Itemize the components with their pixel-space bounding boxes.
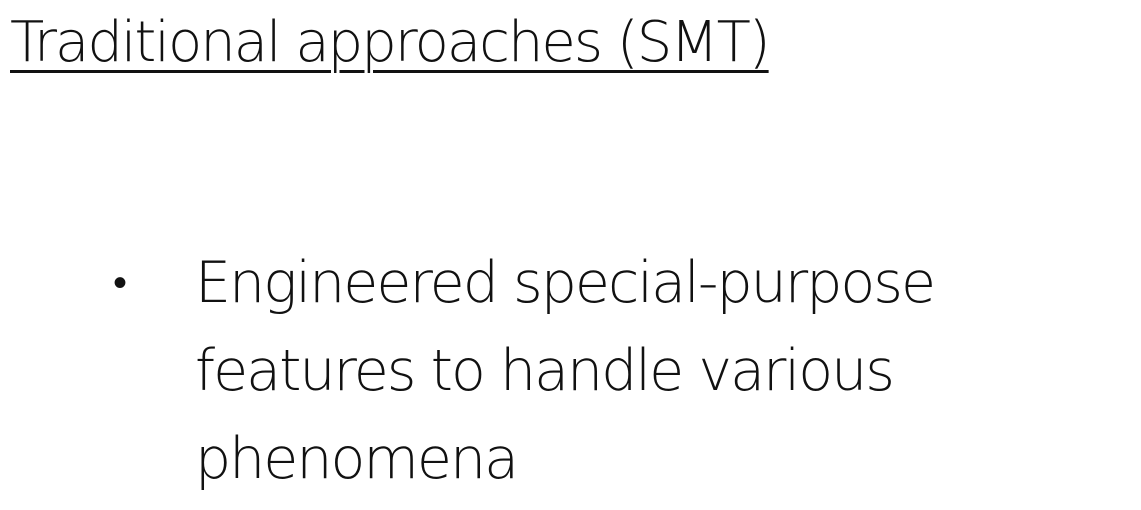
bullet-marker: • [113,260,127,306]
bullet-list: • Engineered special-purpose features to… [0,239,936,503]
bullet-text-line: Engineered special-purpose [195,250,936,316]
slide-title: Traditional approaches (SMT) [10,10,771,75]
bullet-item: • Engineered special-purpose features to… [0,239,936,503]
bullet-text-line: features to handle various [195,338,895,404]
bullet-text-line: phenomena [195,426,519,492]
